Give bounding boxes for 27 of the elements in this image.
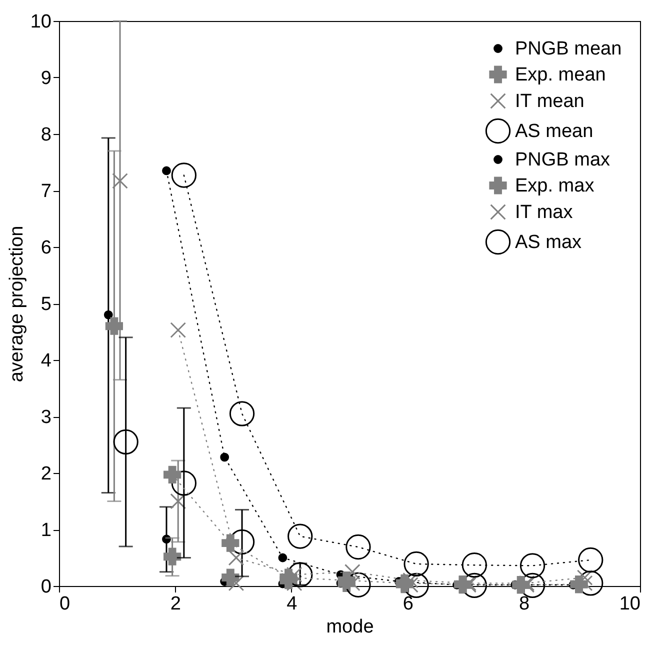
legend-label: AS max bbox=[515, 232, 582, 253]
y-tick-label: 4 bbox=[40, 350, 52, 372]
y-axis-title: average projection bbox=[6, 226, 28, 382]
y-tick-label: 3 bbox=[40, 407, 52, 428]
legend-label: PNGB max bbox=[515, 150, 611, 170]
y-tick-label: 5 bbox=[40, 294, 52, 315]
y-tick-label: 6 bbox=[40, 238, 52, 258]
y-tick-label: 0 bbox=[40, 576, 52, 598]
y-tick-label: 8 bbox=[40, 124, 52, 146]
y-tick-label: 9 bbox=[40, 68, 52, 89]
y-tick-label: 2 bbox=[40, 464, 52, 484]
legend-label: PNGB mean bbox=[515, 38, 622, 60]
y-tick-label: 10 bbox=[30, 12, 52, 32]
x-tick-label: 6 bbox=[402, 594, 414, 614]
x-tick-label: 10 bbox=[619, 594, 640, 614]
legend-label: IT max bbox=[515, 202, 574, 223]
legend-label: AS mean bbox=[515, 121, 594, 142]
legend-label: Exp. mean bbox=[515, 64, 606, 86]
x-tick-label: 8 bbox=[519, 594, 530, 614]
y-tick-label: 1 bbox=[40, 520, 52, 541]
x-tick-label: 4 bbox=[286, 594, 298, 614]
legend-label: Exp. max bbox=[515, 176, 595, 196]
x-tick-label: 0 bbox=[60, 594, 70, 614]
y-tick-label: 7 bbox=[40, 181, 52, 202]
legend-label: IT mean bbox=[515, 91, 584, 112]
x-tick-label: 2 bbox=[170, 594, 181, 614]
x-axis-title: mode bbox=[326, 616, 374, 638]
